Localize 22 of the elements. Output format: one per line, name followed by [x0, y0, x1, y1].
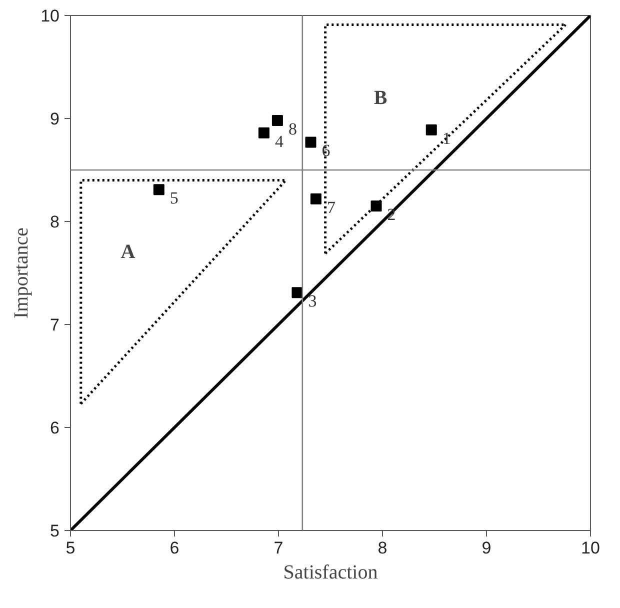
annotation: 5 [170, 188, 178, 208]
annotation: B [374, 86, 388, 109]
x-tick-label: 7 [274, 538, 284, 558]
annotation: 4 [274, 132, 284, 151]
y-tick-label: 10 [40, 6, 60, 26]
y-tick-label: 5 [50, 522, 60, 540]
annotation: 6 [322, 141, 330, 160]
annotation: 8 [288, 120, 297, 139]
y-tick-label: 7 [50, 316, 60, 334]
x-axis-title: Satisfaction [283, 562, 378, 584]
x-tick-label: 9 [482, 538, 492, 558]
annotation: A [120, 240, 136, 263]
x-tick-label: 5 [66, 538, 76, 558]
x-tick-label: 10 [581, 538, 600, 558]
annotation: 7 [326, 198, 336, 217]
annotation: 3 [308, 292, 317, 311]
x-tick-label: 8 [378, 538, 388, 558]
y-axis-title: Importance [10, 227, 33, 319]
y-tick-label: 6 [50, 418, 60, 438]
x-tick-label: 6 [170, 538, 180, 558]
y-tick-label: 8 [50, 212, 60, 232]
y-tick-label: 9 [50, 110, 60, 128]
